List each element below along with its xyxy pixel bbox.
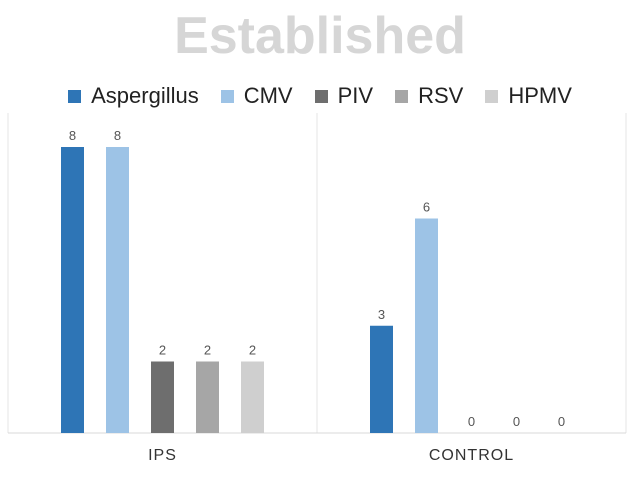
x-tick-label: CONTROL (429, 447, 514, 464)
legend-swatch (395, 89, 409, 103)
legend-item-rsv: RSV (395, 83, 463, 109)
bar-hpmv-ips (241, 361, 264, 433)
legend: Aspergillus CMV PIV RSV HPMV (0, 78, 640, 114)
data-label: 2 (159, 343, 166, 358)
legend-swatch (485, 89, 499, 103)
legend-label: PIV (337, 83, 374, 108)
data-label: 0 (558, 414, 565, 429)
legend-item-piv: PIV (314, 83, 374, 109)
legend-label: RSV (418, 83, 464, 108)
legend-label: Aspergillus (91, 83, 199, 108)
data-label: 0 (468, 414, 475, 429)
legend-swatch (220, 89, 234, 103)
legend-item-hpmv: HPMV (485, 83, 572, 109)
data-label: 2 (249, 343, 256, 358)
data-label: 8 (69, 128, 76, 143)
legend-label: CMV (243, 83, 293, 108)
bar-piv-ips (151, 361, 174, 433)
legend-item-cmv: CMV (220, 83, 293, 109)
data-label: 3 (378, 307, 385, 322)
bar-aspergillus-ips (61, 147, 84, 433)
chart-title: Established (174, 7, 466, 65)
legend-item-aspergillus: Aspergillus (68, 83, 199, 109)
bar-cmv-ips (106, 147, 129, 433)
data-label: 2 (204, 343, 211, 358)
bar-cmv-control (415, 218, 438, 433)
bar-rsv-ips (196, 361, 219, 433)
data-label: 6 (423, 200, 430, 215)
data-label: 8 (114, 128, 121, 143)
legend-label: HPMV (508, 83, 572, 108)
data-label: 0 (513, 414, 520, 429)
legend-swatch (68, 89, 82, 103)
bar-aspergillus-control (370, 325, 393, 433)
x-tick-label: IPS (148, 447, 177, 464)
legend-swatch (314, 89, 328, 103)
